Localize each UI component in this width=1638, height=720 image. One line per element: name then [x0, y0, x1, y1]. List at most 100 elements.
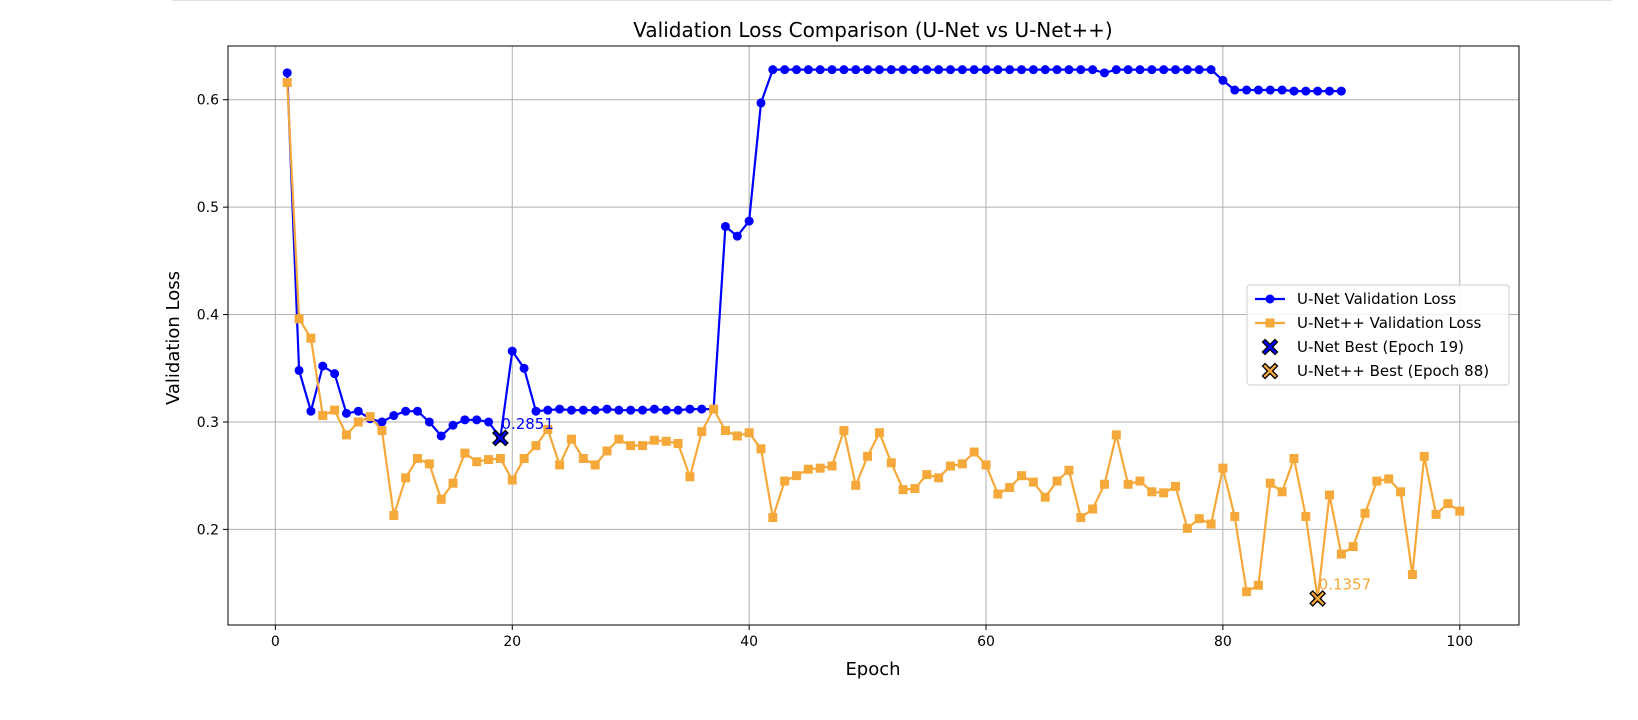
- data-point: [365, 412, 375, 422]
- data-point: [448, 420, 458, 430]
- x-axis-ticks: 0 20 40 60 80 100: [271, 625, 1473, 650]
- data-point: [401, 406, 411, 416]
- data-point: [495, 453, 505, 463]
- data-point: [851, 480, 861, 490]
- x-axis-label: Epoch: [845, 659, 900, 680]
- data-point: [697, 427, 707, 437]
- data-point: [945, 461, 955, 471]
- data-point: [685, 404, 695, 414]
- data-point: [1265, 85, 1275, 95]
- data-point: [1005, 483, 1015, 493]
- best-value-label: 0.1357: [1319, 575, 1372, 593]
- data-point: [341, 408, 351, 418]
- data-point: [957, 65, 967, 75]
- data-point: [590, 405, 600, 415]
- data-point: [1076, 513, 1086, 523]
- data-point: [614, 405, 624, 415]
- data-point: [566, 434, 576, 444]
- data-point: [1431, 509, 1441, 519]
- data-point: [792, 471, 802, 481]
- data-point: [1301, 86, 1311, 96]
- data-point: [649, 404, 659, 414]
- data-point: [1052, 65, 1062, 75]
- data-point: [389, 411, 399, 421]
- data-point: [827, 65, 837, 75]
- data-point: [768, 65, 778, 75]
- data-point: [1455, 506, 1465, 516]
- data-point: [353, 417, 363, 427]
- data-point: [1253, 580, 1263, 590]
- data-point: [661, 436, 671, 446]
- y-tick-label: 0.3: [197, 415, 219, 431]
- data-point: [318, 361, 328, 371]
- data-point: [1147, 487, 1157, 497]
- data-point: [863, 65, 873, 75]
- data-point: [1289, 453, 1299, 463]
- data-point: [626, 405, 636, 415]
- series-line-1: [286, 82, 1461, 600]
- x-tick-label: 20: [503, 634, 521, 650]
- legend-marker: [1265, 294, 1275, 304]
- data-point: [401, 473, 411, 483]
- data-point: [780, 476, 790, 486]
- data-point: [874, 428, 884, 438]
- data-point: [1301, 512, 1311, 522]
- data-point: [1230, 512, 1240, 522]
- data-point: [377, 426, 387, 436]
- data-point: [519, 453, 529, 463]
- data-point: [555, 460, 565, 470]
- plot-frame: [227, 45, 1520, 626]
- data-point: [1277, 487, 1287, 497]
- data-point: [1194, 65, 1204, 75]
- data-point: [756, 98, 766, 108]
- data-point: [803, 464, 813, 474]
- data-point: [472, 415, 482, 425]
- x-tick-label: 100: [1446, 634, 1473, 650]
- data-point: [756, 444, 766, 454]
- legend-marker: [1265, 318, 1275, 328]
- data-point: [839, 65, 849, 75]
- gridlines: [228, 46, 1519, 625]
- data-point: [294, 365, 304, 375]
- data-point: [1407, 570, 1417, 580]
- data-point: [472, 457, 482, 467]
- data-point: [1171, 65, 1181, 75]
- data-point: [531, 441, 541, 451]
- y-tick-label: 0.2: [197, 522, 219, 538]
- data-point: [1182, 523, 1192, 533]
- data-point: [732, 231, 742, 241]
- data-point: [803, 65, 813, 75]
- data-point: [1040, 492, 1050, 502]
- data-point: [863, 451, 873, 461]
- data-point: [353, 406, 363, 416]
- data-point: [910, 65, 920, 75]
- data-point: [1040, 65, 1050, 75]
- data-point: [484, 417, 494, 427]
- chart-title: Validation Loss Comparison (U-Net vs U-N…: [633, 18, 1112, 42]
- data-point: [922, 65, 932, 75]
- data-point: [969, 447, 979, 457]
- data-point: [1253, 85, 1263, 95]
- data-point: [330, 369, 340, 379]
- legend-label: U-Net Validation Loss: [1297, 290, 1456, 308]
- data-point: [1242, 85, 1252, 95]
- data-point: [969, 65, 979, 75]
- data-point: [318, 411, 328, 421]
- data-point: [1443, 499, 1453, 509]
- data-point: [1194, 514, 1204, 524]
- data-point: [436, 494, 446, 504]
- data-point: [1230, 85, 1240, 95]
- series-markers: [282, 65, 1465, 603]
- y-axis-ticks: 0.2 0.3 0.4 0.5 0.6: [197, 93, 228, 538]
- data-point: [1324, 86, 1334, 96]
- data-point: [1099, 68, 1109, 78]
- data-point: [1017, 65, 1027, 75]
- data-point: [768, 513, 778, 523]
- data-point: [294, 314, 304, 324]
- data-point: [424, 459, 434, 469]
- x-tick-label: 60: [977, 634, 995, 650]
- data-point: [1171, 481, 1181, 491]
- legend-marker: [1261, 338, 1279, 356]
- data-point: [1419, 451, 1429, 461]
- data-point: [1028, 477, 1038, 487]
